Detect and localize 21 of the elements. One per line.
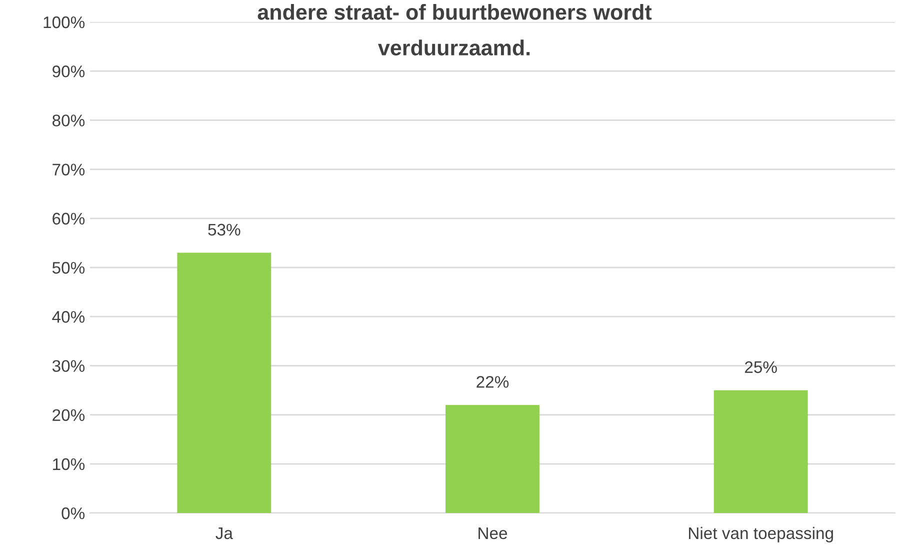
data-label: 22% [476, 376, 509, 388]
x-tick-label: Niet van toepassing [689, 526, 833, 542]
x-tick-label: Ja [216, 528, 233, 540]
y-tick-label: 70% [52, 164, 85, 176]
x-tick-label: Nee [478, 528, 508, 540]
bar [177, 252, 272, 513]
data-label: 25% [744, 361, 777, 374]
y-tick-label: 40% [52, 311, 85, 323]
y-tick-label: 50% [52, 262, 85, 274]
bar [446, 404, 540, 513]
y-tick-label: 60% [52, 212, 85, 225]
y-tick-label: 10% [53, 458, 85, 470]
y-tick-label: 30% [52, 360, 85, 372]
data-label: 53% [208, 224, 240, 236]
chart-title: andere straat- of buurtbewoners wordt verduurzaamd. [258, 4, 652, 56]
y-tick-label: 90% [52, 66, 85, 78]
y-tick-label: 80% [52, 114, 85, 126]
bar [714, 390, 808, 513]
y-tick-label: 100% [44, 16, 85, 28]
y-tick-label: 20% [52, 409, 85, 422]
y-tick-label: 0% [62, 507, 85, 520]
